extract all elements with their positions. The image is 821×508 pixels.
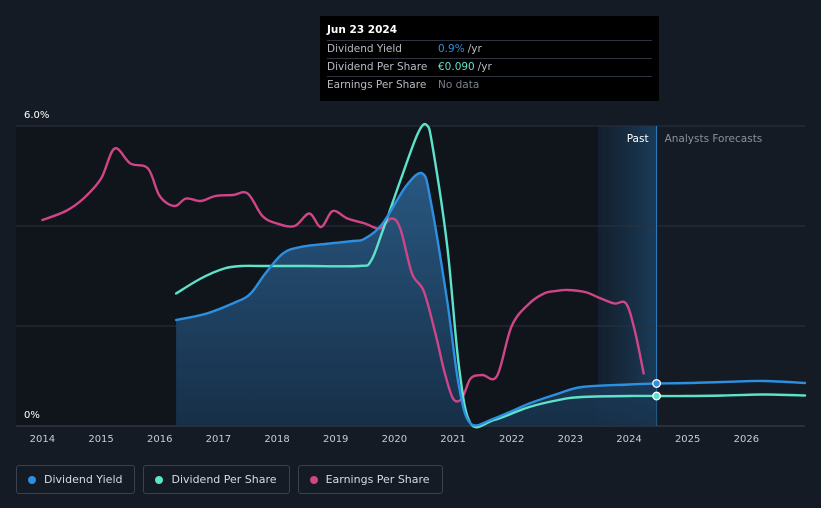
x-tick-label: 2023 [558, 434, 583, 445]
x-tick-label: 2017 [206, 434, 231, 445]
chart-legend: Dividend Yield Dividend Per Share Earnin… [16, 465, 443, 494]
tooltip-row-dividend-yield: Dividend Yield 0.9% /yr [327, 41, 652, 59]
tooltip-value: 0.9% [438, 43, 465, 55]
x-tick-label: 2025 [675, 434, 700, 445]
x-tick-label: 2026 [734, 434, 759, 445]
y-axis-top-label: 6.0% [24, 110, 49, 121]
legend-item-dividend-per-share[interactable]: Dividend Per Share [143, 465, 290, 494]
legend-dot-icon [155, 475, 164, 484]
legend-dot-icon [309, 475, 318, 484]
x-tick-label: 2020 [382, 434, 407, 445]
tooltip-row-dividend-per-share: Dividend Per Share €0.090 /yr [327, 59, 652, 77]
x-tick-label: 2016 [147, 434, 172, 445]
legend-item-dividend-yield[interactable]: Dividend Yield [16, 465, 136, 494]
tooltip-value: No data [438, 79, 480, 91]
legend-label: Dividend Yield [44, 473, 123, 486]
tooltip-value: €0.090 [438, 61, 475, 73]
tooltip-unit: /yr [477, 61, 492, 73]
tooltip-label: Dividend Yield [327, 43, 402, 55]
x-tick-label: 2018 [264, 434, 289, 445]
legend-dot-icon [28, 475, 36, 484]
hover-tooltip: Jun 23 2024 Dividend Yield 0.9% /yr Divi… [320, 16, 659, 101]
dividend-yield-area [176, 172, 657, 426]
x-tick-label: 2021 [440, 434, 465, 445]
dividend-yield-line [174, 171, 807, 427]
tooltip-date: Jun 23 2024 [327, 22, 652, 41]
tooltip-unit: /yr [467, 43, 482, 55]
dividend-per-share-marker [652, 391, 662, 401]
tooltip-label: Dividend Per Share [327, 61, 428, 73]
legend-label: Dividend Per Share [171, 473, 277, 486]
tooltip-row-earnings-per-share: Earnings Per Share No data [327, 77, 652, 94]
x-tick-label: 2024 [616, 434, 641, 445]
x-tick-label: 2014 [30, 434, 55, 445]
y-axis-bottom-label: 0% [24, 410, 40, 421]
dividend-yield-marker [652, 379, 662, 388]
x-tick-label: 2015 [88, 434, 113, 445]
forecast-boundary-shade [597, 126, 657, 426]
forecast-label: Analysts Forecasts [665, 133, 763, 145]
x-tick-label: 2019 [323, 434, 348, 445]
legend-label: Earnings Per Share [325, 473, 430, 486]
tooltip-label: Earnings Per Share [327, 79, 427, 91]
x-tick-label: 2022 [499, 434, 524, 445]
past-label: Past [627, 133, 649, 145]
legend-item-earnings-per-share[interactable]: Earnings Per Share [297, 465, 443, 494]
